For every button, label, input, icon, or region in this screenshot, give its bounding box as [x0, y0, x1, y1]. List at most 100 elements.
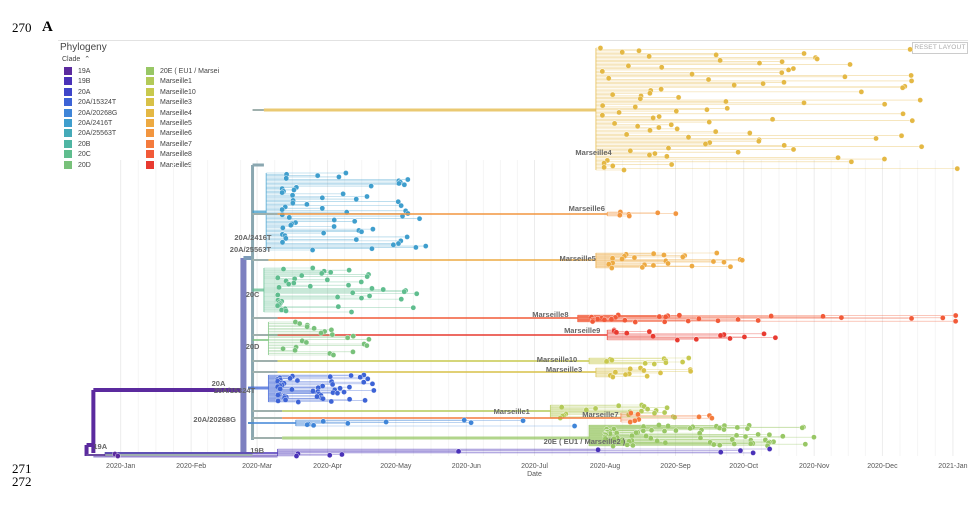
- tip-node[interactable]: [286, 214, 293, 221]
- tip-node[interactable]: [601, 164, 607, 171]
- tip-node[interactable]: [349, 289, 356, 296]
- tip-node[interactable]: [307, 283, 314, 290]
- tip-node[interactable]: [115, 453, 121, 459]
- tip-node[interactable]: [362, 397, 368, 404]
- tip-node[interactable]: [780, 433, 786, 440]
- tip-node[interactable]: [609, 91, 616, 98]
- tip-node[interactable]: [369, 245, 375, 252]
- tip-node[interactable]: [345, 282, 352, 288]
- tip-node[interactable]: [811, 434, 817, 440]
- tip-node[interactable]: [413, 244, 419, 251]
- tip-node[interactable]: [715, 317, 721, 324]
- tip-node[interactable]: [679, 254, 686, 260]
- tip-node[interactable]: [623, 131, 630, 138]
- tip-node[interactable]: [336, 174, 342, 180]
- tip-node[interactable]: [648, 427, 655, 433]
- tip-node[interactable]: [330, 352, 337, 358]
- tip-node[interactable]: [674, 126, 680, 132]
- tip-node[interactable]: [314, 172, 321, 179]
- tip-node[interactable]: [357, 374, 364, 381]
- tip-node[interactable]: [727, 263, 734, 270]
- tip-node[interactable]: [727, 335, 733, 342]
- tip-node[interactable]: [599, 112, 606, 118]
- tip-node[interactable]: [954, 165, 961, 172]
- tip-node[interactable]: [679, 359, 686, 365]
- tip-node[interactable]: [346, 267, 352, 273]
- tip-node[interactable]: [398, 202, 404, 209]
- tip-node[interactable]: [661, 409, 668, 416]
- tip-node[interactable]: [290, 200, 296, 206]
- tip-node[interactable]: [661, 428, 668, 434]
- tip-node[interactable]: [842, 73, 848, 80]
- tip-node[interactable]: [571, 423, 578, 429]
- tip-node[interactable]: [687, 368, 694, 375]
- tip-node[interactable]: [280, 225, 286, 231]
- tip-node[interactable]: [318, 270, 325, 277]
- tip-node[interactable]: [287, 222, 294, 229]
- tip-node[interactable]: [848, 158, 855, 165]
- tip-node[interactable]: [298, 272, 305, 279]
- tip-node[interactable]: [364, 193, 370, 200]
- tip-node[interactable]: [283, 308, 289, 314]
- tip-node[interactable]: [898, 132, 905, 139]
- tip-node[interactable]: [627, 419, 633, 425]
- tip-node[interactable]: [781, 79, 787, 86]
- tip-node[interactable]: [341, 389, 347, 395]
- tip-node[interactable]: [366, 336, 372, 343]
- tip-node[interactable]: [293, 453, 300, 459]
- tip-node[interactable]: [366, 293, 373, 299]
- tip-node[interactable]: [370, 226, 376, 232]
- tip-node[interactable]: [346, 396, 353, 403]
- tip-node[interactable]: [360, 379, 367, 385]
- tip-node[interactable]: [615, 402, 622, 409]
- tip-node[interactable]: [712, 128, 719, 135]
- tip-node[interactable]: [657, 370, 664, 376]
- tip-node[interactable]: [285, 281, 292, 287]
- tip-node[interactable]: [327, 373, 333, 380]
- tip-node[interactable]: [721, 426, 727, 433]
- tip-node[interactable]: [282, 396, 289, 403]
- tip-node[interactable]: [908, 315, 915, 322]
- tip-node[interactable]: [520, 417, 526, 424]
- tip-node[interactable]: [747, 440, 754, 447]
- tip-node[interactable]: [327, 269, 334, 276]
- tip-node[interactable]: [275, 398, 281, 404]
- tip-node[interactable]: [461, 417, 468, 423]
- tip-node[interactable]: [674, 337, 681, 343]
- tip-node[interactable]: [873, 135, 879, 142]
- tip-node[interactable]: [627, 148, 634, 154]
- legend-item[interactable]: Marseille10: [146, 87, 196, 97]
- tip-node[interactable]: [369, 381, 376, 387]
- tip-node[interactable]: [637, 95, 644, 102]
- tip-node[interactable]: [711, 441, 717, 448]
- legend-item[interactable]: 20C: [64, 150, 91, 159]
- tip-node[interactable]: [756, 60, 763, 66]
- tip-node[interactable]: [642, 360, 648, 367]
- tip-node[interactable]: [628, 410, 634, 416]
- tip-node[interactable]: [625, 63, 632, 69]
- tip-node[interactable]: [900, 110, 906, 117]
- tip-node[interactable]: [626, 213, 633, 219]
- tip-node[interactable]: [396, 180, 402, 187]
- tip-node[interactable]: [274, 292, 281, 298]
- tip-node[interactable]: [410, 304, 417, 311]
- tip-node[interactable]: [658, 64, 665, 70]
- tip-node[interactable]: [635, 411, 641, 418]
- tip-node[interactable]: [358, 295, 365, 301]
- tip-node[interactable]: [734, 424, 741, 431]
- tip-node[interactable]: [608, 265, 615, 271]
- tip-node[interactable]: [664, 153, 670, 160]
- tip-node[interactable]: [616, 212, 623, 218]
- tip-node[interactable]: [689, 71, 695, 77]
- tip-node[interactable]: [610, 443, 616, 449]
- tip-node[interactable]: [673, 427, 679, 434]
- tip-node[interactable]: [801, 50, 807, 57]
- tip-node[interactable]: [619, 49, 626, 55]
- tip-node[interactable]: [656, 113, 662, 120]
- tip-node[interactable]: [395, 240, 402, 247]
- tip-node[interactable]: [721, 259, 727, 265]
- tip-node[interactable]: [696, 414, 702, 420]
- tip-node[interactable]: [779, 58, 785, 65]
- legend-item[interactable]: Marseille8: [146, 150, 192, 159]
- tip-node[interactable]: [380, 286, 387, 293]
